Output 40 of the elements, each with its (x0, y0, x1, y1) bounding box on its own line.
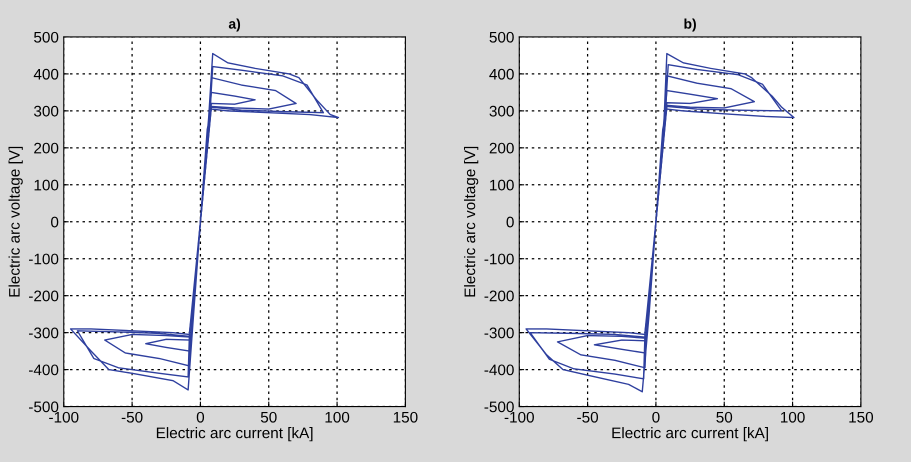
y-tick-label: 500 (490, 32, 514, 43)
y-tick-label: 500 (34, 32, 58, 43)
y-tick-label: -300 (29, 328, 58, 338)
x-tick-label: 100 (780, 412, 805, 423)
y-axis-title: Electric arc voltage [V] (464, 146, 478, 296)
x-tick-label: -50 (577, 412, 598, 423)
x-tick-label: 100 (325, 412, 350, 423)
y-tick-label: -500 (484, 401, 514, 412)
y-tick-label: -300 (484, 328, 514, 338)
x-tick-label: 150 (394, 412, 418, 423)
x-tick-label: 0 (652, 412, 660, 423)
x-tick-label: -100 (504, 412, 534, 423)
y-tick-label: -200 (29, 290, 58, 302)
y-tick-label: -400 (29, 364, 58, 376)
y-tick-label: 100 (490, 180, 514, 190)
y-tick-label: 400 (489, 68, 514, 80)
y-tick-label: 0 (506, 216, 514, 228)
y-tick-label: 200 (34, 142, 58, 154)
chart-title: a) (228, 18, 240, 32)
y-tick-label: -200 (484, 290, 514, 302)
x-axis-title: Electric arc current [kA] (612, 427, 768, 442)
y-tick-label: 300 (490, 106, 514, 117)
y-tick-label: -100 (484, 254, 514, 264)
y-tick-label: 100 (34, 180, 58, 190)
x-tick-label: 150 (849, 412, 874, 423)
y-tick-label: -400 (484, 364, 514, 376)
y-tick-label: 0 (51, 216, 58, 228)
x-axis-title: Electric arc current [kA] (156, 427, 312, 442)
x-tick-label: 50 (260, 412, 277, 423)
y-tick-label: 400 (34, 68, 58, 80)
y-tick-label: 300 (34, 106, 58, 117)
x-tick-label: 50 (716, 412, 732, 423)
x-tick-label: -50 (122, 412, 143, 423)
chart-title: b) (684, 18, 696, 32)
y-tick-label: -500 (29, 401, 58, 412)
x-tick-label: -100 (49, 412, 78, 423)
y-axis-title: Electric arc voltage [V] (8, 146, 23, 296)
y-tick-label: -100 (29, 254, 58, 264)
y-tick-label: 200 (490, 142, 514, 154)
x-tick-label: 0 (196, 412, 204, 423)
